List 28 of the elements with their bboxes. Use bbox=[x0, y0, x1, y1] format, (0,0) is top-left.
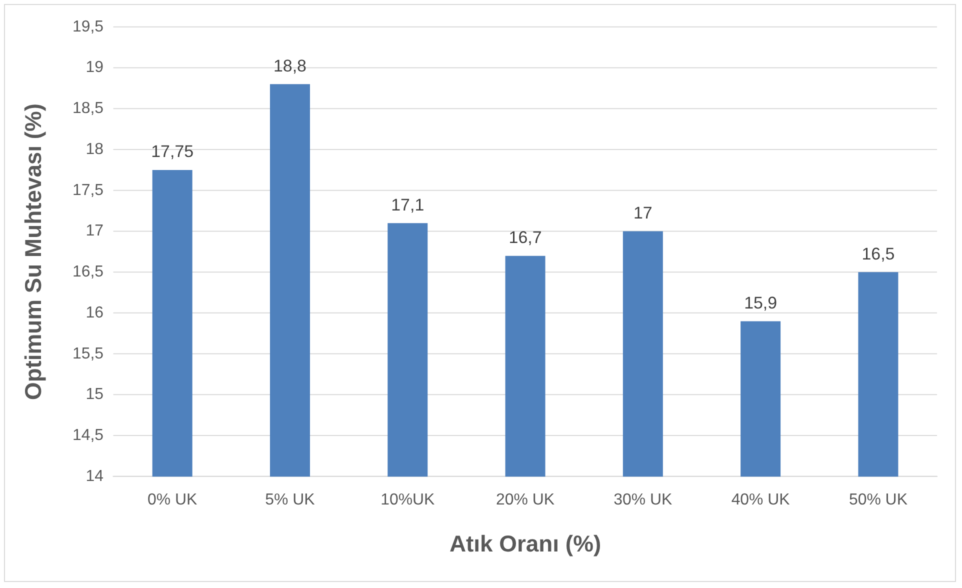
y-tick-label: 14,5 bbox=[72, 427, 104, 444]
y-tick-label: 17 bbox=[86, 222, 104, 240]
data-label: 16,5 bbox=[862, 244, 895, 264]
y-axis-title: Optimum Su Muhtevası (%) bbox=[20, 103, 46, 400]
y-tick-label: 16,5 bbox=[72, 264, 104, 281]
x-tick-label: 0% UK bbox=[148, 491, 198, 508]
y-tick-label: 18,5 bbox=[72, 100, 104, 118]
x-tick-label: 40% UK bbox=[731, 491, 790, 508]
y-tick-label: 18 bbox=[86, 140, 104, 158]
data-label: 16,7 bbox=[508, 228, 542, 248]
x-tick-label: 5% UK bbox=[265, 491, 316, 508]
data-label: 17,1 bbox=[391, 195, 424, 214]
x-tick-label: 30% UK bbox=[614, 491, 673, 508]
data-label: 18,8 bbox=[273, 56, 306, 76]
y-tick-label: 19 bbox=[86, 59, 104, 76]
y-tick-label: 15,5 bbox=[72, 345, 104, 362]
x-tick-label: 10%UK bbox=[380, 491, 436, 508]
y-tick-label: 14 bbox=[86, 468, 104, 485]
x-tick-label: 50% UK bbox=[848, 491, 908, 508]
y-tick-label: 15 bbox=[86, 386, 104, 404]
data-label: 17 bbox=[633, 204, 652, 223]
y-tick-label: 17,5 bbox=[72, 182, 104, 199]
data-label: 17,75 bbox=[151, 142, 194, 162]
x-axis-title: Atık Oranı (%) bbox=[449, 530, 602, 557]
y-tick-label: 19,5 bbox=[72, 18, 104, 36]
data-label: 15,9 bbox=[744, 293, 778, 312]
y-tick-label: 16 bbox=[86, 304, 104, 322]
x-tick-label: 20% UK bbox=[496, 491, 555, 508]
